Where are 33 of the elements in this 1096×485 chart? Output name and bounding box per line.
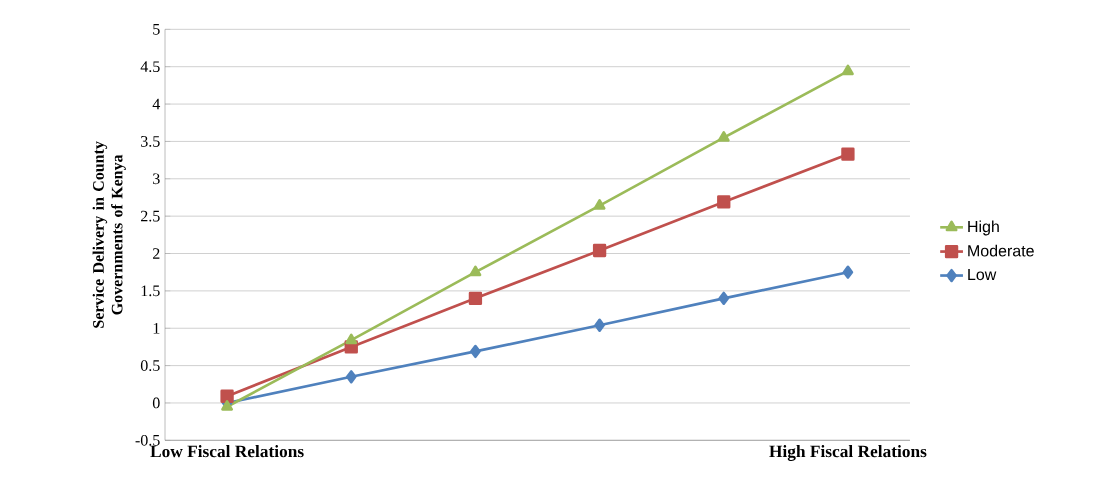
point [717, 195, 731, 209]
legend-label: Moderate [968, 244, 1034, 257]
y-tick-label: 4 [152, 98, 161, 110]
y-tick-label: 3 [153, 173, 160, 184]
y-tick-label: 0.5 [140, 360, 160, 371]
y-tick-label: 2.5 [141, 210, 160, 222]
y-axis-title: Service Delivery in County Governments of Kenya [92, 141, 126, 328]
y-tick-label: 2 [153, 248, 160, 259]
point [594, 318, 605, 332]
point [469, 265, 482, 277]
x-tick-label: High Fiscal Relations [769, 444, 927, 461]
y-tick-label: 0 [152, 397, 160, 409]
legend-label: High [968, 220, 999, 236]
y-tick-label: 1.5 [141, 285, 160, 297]
x-tick-label: Low Fiscal Relations [150, 444, 304, 458]
point [718, 291, 730, 305]
y-tick-label: 4.5 [140, 61, 160, 72]
point [345, 333, 358, 345]
y-tick-label: -0.5 [135, 434, 160, 446]
point [220, 389, 234, 403]
y-tick-label: 1 [153, 322, 160, 334]
y-tick-label: 3.5 [141, 135, 160, 147]
point [842, 265, 854, 279]
legend-label: Low [968, 268, 997, 281]
point [717, 130, 730, 142]
point [345, 369, 357, 384]
point [592, 243, 607, 258]
point [470, 344, 481, 358]
point [593, 198, 606, 210]
y-tick-label: 5 [153, 23, 160, 35]
point [841, 64, 854, 76]
point [841, 147, 855, 161]
point [468, 291, 483, 305]
